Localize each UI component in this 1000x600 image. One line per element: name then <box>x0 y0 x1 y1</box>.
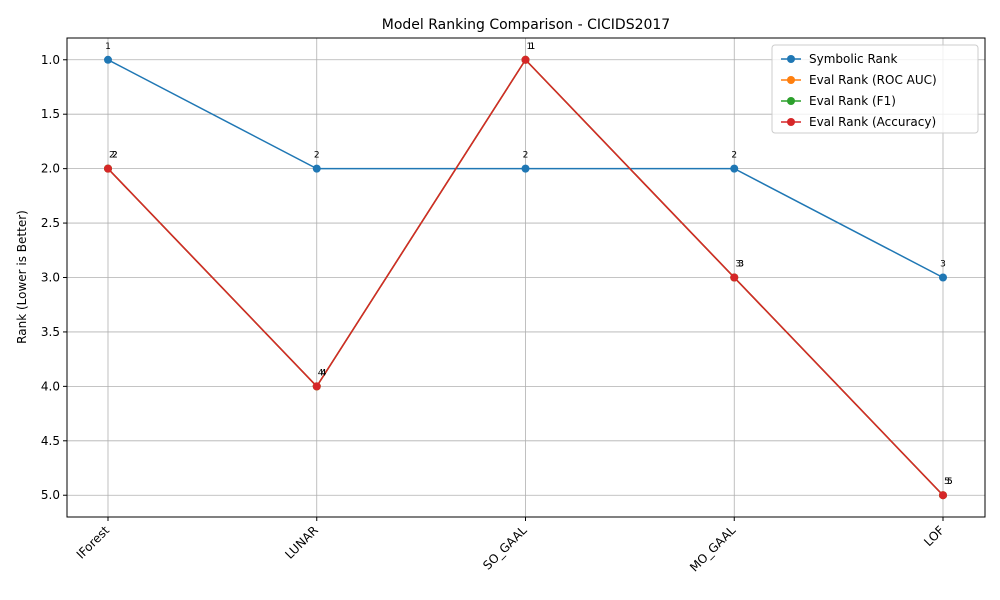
legend-label: Eval Rank (Accuracy) <box>809 115 936 129</box>
data-label: 3 <box>940 260 946 270</box>
y-tick-label: 4.0 <box>41 379 60 393</box>
data-label: 2 <box>523 151 529 161</box>
x-tick-label: LUNAR <box>282 523 320 561</box>
data-labels-1: 2 4 1 3 5 <box>109 42 950 487</box>
data-label: 2 <box>314 151 320 161</box>
y-tick-label: 2.5 <box>41 216 60 230</box>
legend-label: Symbolic Rank <box>809 52 897 66</box>
data-point <box>104 55 112 64</box>
legend: Symbolic Rank Eval Rank (ROC AUC) Eval Ran… <box>771 44 979 134</box>
x-tick-label: IForest <box>74 523 113 562</box>
data-point <box>939 273 947 282</box>
data-label: 2 <box>109 151 115 161</box>
data-label: 4 <box>318 368 324 378</box>
data-labels-3: 2 4 1 3 5 <box>112 42 953 487</box>
data-labels-2: 2 4 1 3 5 <box>112 42 953 487</box>
legend-label: Eval Rank (F1) <box>809 94 896 108</box>
y-tick-label: 3.5 <box>41 325 60 339</box>
y-axis-label: Rank (Lower is Better) <box>15 210 29 344</box>
data-point <box>521 164 530 173</box>
data-label: 4 <box>321 368 327 378</box>
data-label: 1 <box>105 42 111 52</box>
y-tick-label: 5.0 <box>41 488 60 502</box>
data-point <box>730 164 739 173</box>
legend-marker <box>787 55 795 63</box>
y-tick-label: 3.0 <box>41 271 60 285</box>
data-label: 5 <box>947 477 953 487</box>
y-tick-label: 2.0 <box>41 162 60 176</box>
legend-item-3: Eval Rank (Accuracy) <box>781 115 936 129</box>
data-label: 2 <box>731 151 737 161</box>
x-axis: IForest LUNAR SO_GAAL MO_GAAL LOF <box>74 517 947 575</box>
legend-box <box>771 44 979 134</box>
data-label: 1 <box>530 42 536 52</box>
y-tick-label: 1.0 <box>41 53 60 67</box>
data-label: 5 <box>944 477 950 487</box>
data-point <box>730 273 739 282</box>
legend-item-0: Symbolic Rank <box>781 52 897 66</box>
legend-marker <box>787 76 795 84</box>
legend-item-2: Eval Rank (F1) <box>781 94 896 108</box>
y-tick-label: 4.5 <box>41 434 60 448</box>
data-label: 3 <box>738 260 744 270</box>
legend-marker <box>787 118 795 126</box>
data-point <box>312 164 321 173</box>
series-3 <box>104 55 947 500</box>
x-tick-label: SO_GAAL <box>480 523 530 573</box>
data-labels-0: 1 2 2 2 3 <box>105 42 946 270</box>
data-label: 1 <box>527 42 533 52</box>
chart-title: Model Ranking Comparison - CICIDS2017 <box>382 17 670 33</box>
data-label: 4 <box>321 368 327 378</box>
data-point <box>521 55 530 64</box>
x-tick-label: LOF <box>921 523 947 549</box>
data-point <box>104 164 112 173</box>
data-label: 2 <box>112 151 118 161</box>
data-label: 2 <box>112 151 118 161</box>
legend-item-1: Eval Rank (ROC AUC) <box>781 73 937 87</box>
data-label: 3 <box>735 260 741 270</box>
data-label: 3 <box>738 260 744 270</box>
series-0 <box>104 55 947 282</box>
data-point <box>312 382 321 391</box>
data-label: 5 <box>947 477 953 487</box>
legend-marker <box>787 97 795 105</box>
x-tick-label: MO_GAAL <box>687 523 739 575</box>
legend-label: Eval Rank (ROC AUC) <box>809 73 937 87</box>
y-axis: 1.0 1.5 2.0 2.5 3.0 3.5 4.0 4.5 5.0 <box>41 53 67 502</box>
data-point <box>939 491 947 500</box>
data-label: 1 <box>530 42 536 52</box>
y-tick-label: 1.5 <box>41 107 60 121</box>
